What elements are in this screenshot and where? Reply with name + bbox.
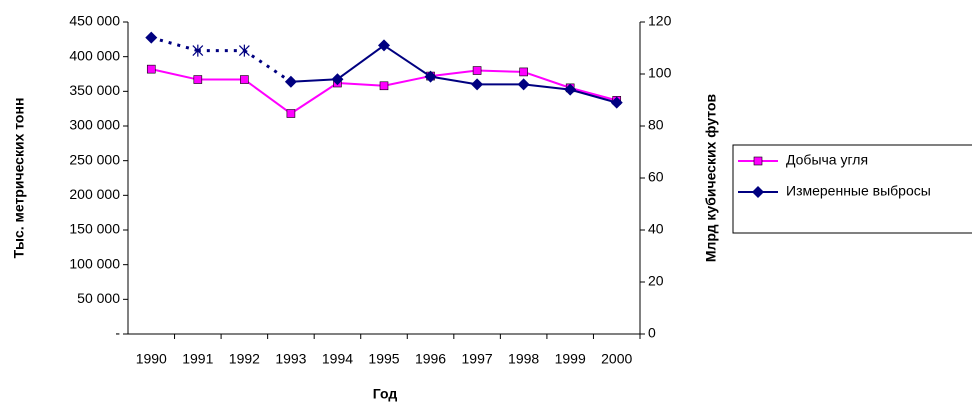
y-tick-label: 400 000 <box>69 47 120 63</box>
line-segment <box>243 78 292 115</box>
y-tick-label: 100 000 <box>69 255 120 271</box>
line-segment <box>523 83 571 91</box>
x-tick-label: 1991 <box>182 351 213 367</box>
line-segment <box>290 78 338 83</box>
line-segment <box>569 86 617 102</box>
point <box>472 66 482 75</box>
x-tick-label: 1998 <box>508 351 539 367</box>
x-tick-label: 1990 <box>136 351 167 367</box>
line-segment <box>290 82 339 115</box>
point <box>286 109 296 118</box>
point <box>378 39 390 52</box>
point <box>145 31 158 44</box>
y2-tick-label: 120 <box>648 13 672 29</box>
line-segment <box>243 49 292 84</box>
y-tick-label: 50 000 <box>77 290 120 306</box>
legend-label: Добыча угля <box>786 152 868 168</box>
line-segment <box>336 44 385 81</box>
line-segment <box>383 44 432 78</box>
line-segment <box>430 69 478 78</box>
x-tick-label: 1993 <box>275 351 306 367</box>
x-tick-label: 1997 <box>462 351 493 367</box>
y-tick-label: 450 000 <box>69 13 120 29</box>
point <box>193 75 203 84</box>
y-tick-label: 300 000 <box>69 117 120 133</box>
y-tick-label: 150 000 <box>69 221 120 237</box>
point <box>517 78 530 91</box>
y2-tick-label: 40 <box>648 221 664 237</box>
y2-tick-label: 60 <box>648 169 664 185</box>
line-segment <box>383 75 431 87</box>
x-tick-label: 1994 <box>322 351 353 367</box>
y-tick-label: 200 000 <box>69 186 120 202</box>
point <box>331 73 344 86</box>
point <box>146 64 156 74</box>
line-segment <box>477 69 524 73</box>
point <box>519 67 528 77</box>
x-tick-label: 1995 <box>368 351 399 367</box>
x-tick-label: 2000 <box>601 351 632 367</box>
y-tick-label: - <box>115 325 120 341</box>
line-segment <box>337 82 385 87</box>
point <box>424 70 437 83</box>
legend-label: Измеренные выбросы <box>786 183 931 199</box>
legend-box <box>732 144 972 234</box>
x-tick-label: 1999 <box>555 351 586 367</box>
point <box>240 75 249 84</box>
y-tick-label: 350 000 <box>69 82 120 98</box>
point <box>610 96 623 109</box>
point <box>564 83 577 96</box>
x-axis-title: Год <box>373 386 398 402</box>
y-axis-title: Тыс. метрических тонн <box>11 98 27 259</box>
x-tick-label: 1996 <box>415 351 446 367</box>
x-tick-label: 1992 <box>229 351 260 367</box>
point <box>379 81 389 91</box>
point <box>284 75 297 88</box>
y2-axis-title: Млрд кубических футов <box>703 93 719 262</box>
y2-tick-label: 80 <box>648 117 664 133</box>
y2-tick-label: 20 <box>648 273 664 289</box>
y2-tick-label: 0 <box>648 325 656 341</box>
line-segment <box>430 75 478 86</box>
y-tick-label: 250 000 <box>69 151 120 167</box>
line-segment <box>151 68 199 81</box>
line-segment <box>523 70 571 89</box>
line-segment <box>569 88 617 104</box>
y2-tick-label: 100 <box>648 65 672 81</box>
legend-marker <box>752 186 764 198</box>
point <box>471 78 484 91</box>
legend-marker <box>753 156 763 166</box>
point <box>192 44 204 57</box>
point <box>238 44 250 57</box>
